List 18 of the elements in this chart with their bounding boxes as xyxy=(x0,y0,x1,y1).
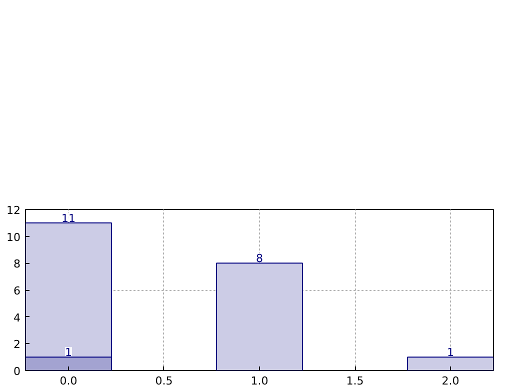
bar xyxy=(407,356,494,370)
x-tick-label: 2.0 xyxy=(442,374,460,388)
y-tick-label: 4 xyxy=(14,311,20,324)
x-tick-label: 0.0 xyxy=(60,374,78,388)
x-tick-label: 0.5 xyxy=(155,374,173,388)
x-tick-label: 1.5 xyxy=(346,374,364,388)
y-tick-label: 12 xyxy=(6,204,21,217)
bar xyxy=(216,262,303,370)
y-tick-label: 10 xyxy=(6,230,21,244)
data-label: 1 xyxy=(64,346,72,360)
data-label: 8 xyxy=(256,252,263,266)
data-label: 11 xyxy=(61,212,76,225)
data-label: 1 xyxy=(447,346,454,360)
y-tick-label: 8 xyxy=(14,258,20,271)
y-tick-label: 2 xyxy=(14,338,20,352)
x-tick-label: 1.0 xyxy=(250,374,268,388)
y-tick-label: 6 xyxy=(14,284,20,298)
y-tick-label: 0 xyxy=(14,365,20,378)
